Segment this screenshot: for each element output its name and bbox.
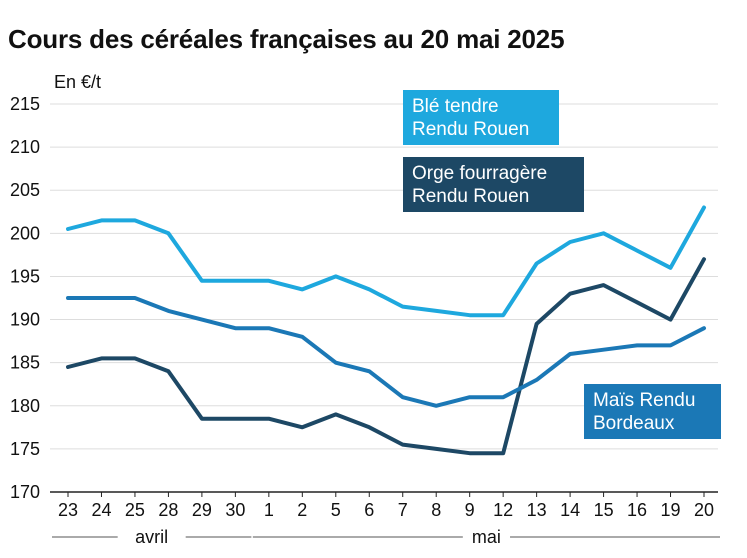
series-line-orge bbox=[66, 257, 706, 456]
x-tick-label: 29 bbox=[192, 500, 212, 520]
legend-mais-line-2: Bordeaux bbox=[593, 413, 675, 434]
month-label: mai bbox=[472, 527, 501, 547]
x-tick-label: 24 bbox=[91, 500, 111, 520]
x-tick-label: 14 bbox=[560, 500, 580, 520]
x-tick-label: 28 bbox=[158, 500, 178, 520]
x-tick-label: 20 bbox=[694, 500, 714, 520]
x-tick-label: 15 bbox=[594, 500, 614, 520]
y-tick-label: 190 bbox=[10, 310, 40, 330]
y-tick-label: 205 bbox=[10, 180, 40, 200]
y-tick-label: 180 bbox=[10, 396, 40, 416]
y-axis-unit-label: En €/t bbox=[54, 72, 102, 92]
x-tick-label: 13 bbox=[527, 500, 547, 520]
x-tick-label: 2 bbox=[297, 500, 307, 520]
legend-orge-fourragere: Orge fourragère Rendu Rouen bbox=[403, 157, 584, 212]
x-tick-label: 1 bbox=[264, 500, 274, 520]
series-line-ble bbox=[66, 205, 706, 318]
y-tick-label: 200 bbox=[10, 223, 40, 243]
legend-mais: Maïs Rendu Bordeaux bbox=[584, 384, 721, 439]
y-tick-label: 215 bbox=[10, 94, 40, 114]
x-tick-label: 9 bbox=[465, 500, 475, 520]
x-tick-label: 19 bbox=[661, 500, 681, 520]
y-tick-label: 210 bbox=[10, 137, 40, 157]
x-tick-label: 7 bbox=[398, 500, 408, 520]
x-tick-label: 30 bbox=[225, 500, 245, 520]
x-axis-ticks: 23 24 25 28 29 30 1 2 5 6 7 8 9 12 13 14 15 16 19 20 bbox=[58, 492, 714, 520]
x-tick-label: 5 bbox=[331, 500, 341, 520]
legend-ble-line-1: Blé tendre bbox=[412, 96, 499, 117]
y-tick-label: 195 bbox=[10, 266, 40, 286]
y-tick-label: 185 bbox=[10, 353, 40, 373]
legend-orge-line-2: Rendu Rouen bbox=[412, 186, 530, 207]
legend-orge-line-1: Orge fourragère bbox=[412, 163, 548, 184]
series-line-mais bbox=[66, 296, 706, 408]
x-tick-label: 12 bbox=[493, 500, 513, 520]
x-tick-label: 8 bbox=[431, 500, 441, 520]
x-tick-label: 25 bbox=[125, 500, 145, 520]
series-lines bbox=[66, 205, 706, 456]
y-tick-label: 175 bbox=[10, 439, 40, 459]
legend-ble-tendre: Blé tendre Rendu Rouen bbox=[403, 90, 559, 145]
y-axis-ticks: 170 175 180 185 190 195 200 205 210 215 bbox=[10, 94, 40, 502]
chart-title: Cours des céréales françaises au 20 mai … bbox=[8, 24, 565, 54]
grid-lines bbox=[50, 103, 718, 493]
y-tick-label: 170 bbox=[10, 482, 40, 502]
x-tick-label: 23 bbox=[58, 500, 78, 520]
legend-ble-line-2: Rendu Rouen bbox=[412, 119, 530, 140]
x-tick-label: 6 bbox=[364, 500, 374, 520]
month-groups: avril mai bbox=[52, 527, 720, 547]
legend-mais-line-1: Maïs Rendu bbox=[593, 390, 696, 411]
month-label: avril bbox=[135, 527, 168, 547]
x-tick-label: 16 bbox=[627, 500, 647, 520]
